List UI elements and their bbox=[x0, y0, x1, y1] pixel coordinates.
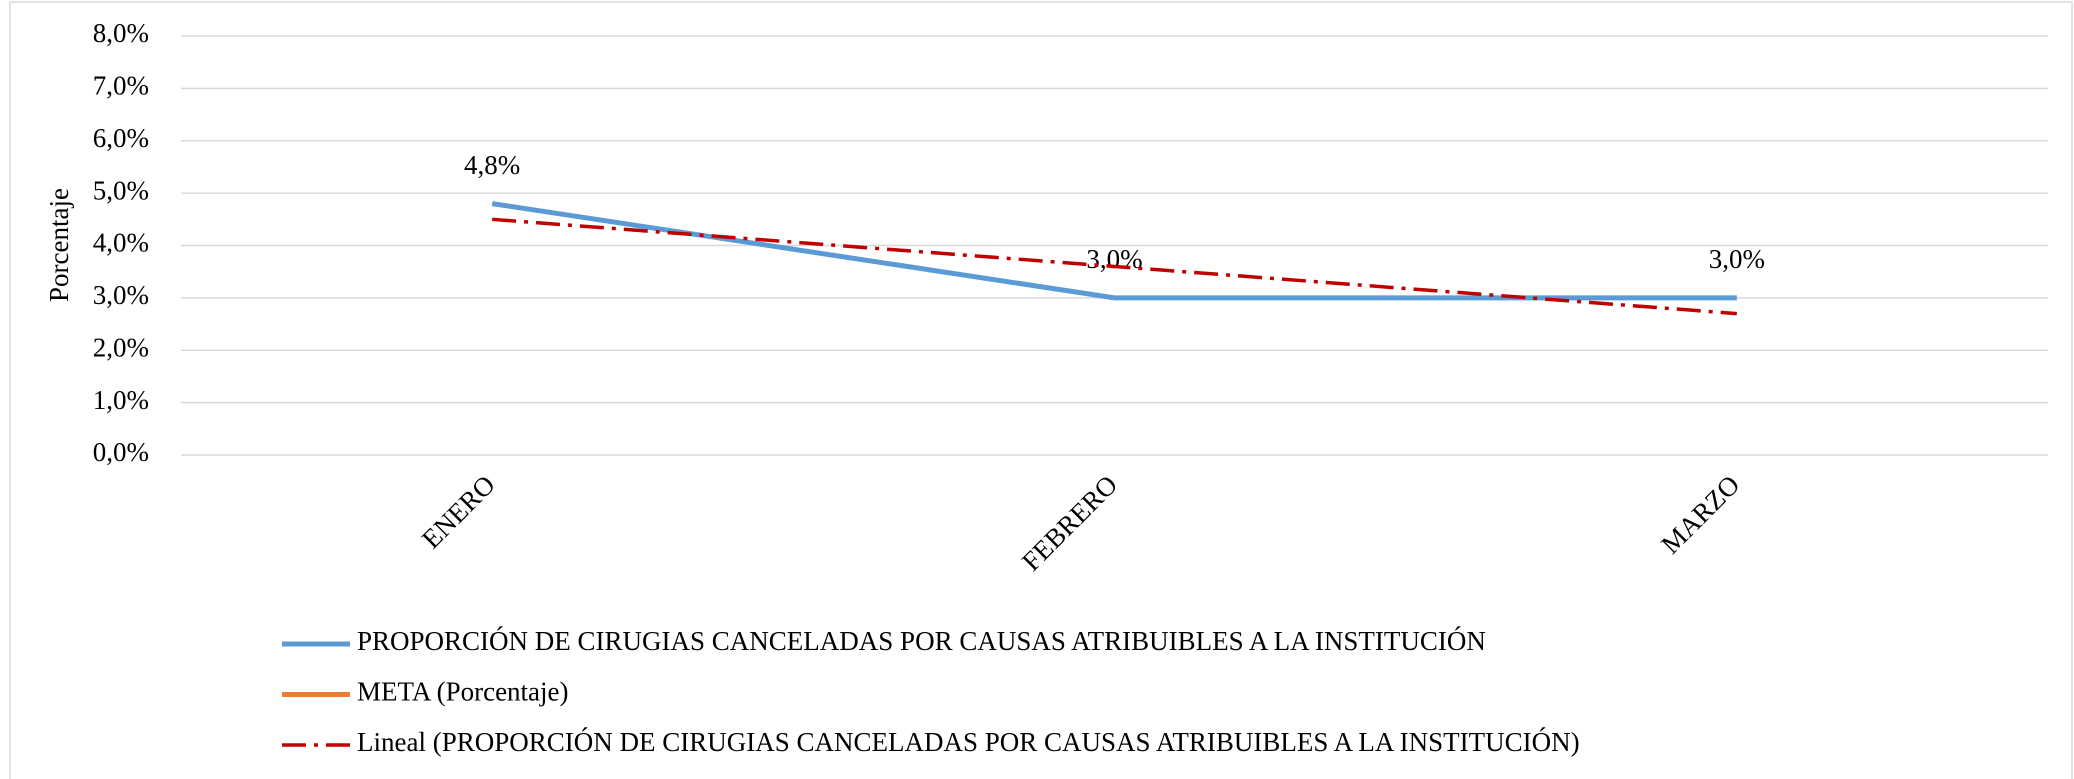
y-tick-label: 0,0% bbox=[93, 437, 149, 467]
y-tick-label: 4,0% bbox=[93, 228, 149, 258]
y-tick-label: 5,0% bbox=[93, 175, 149, 205]
y-tick-label: 6,0% bbox=[93, 123, 149, 153]
y-tick-label: 7,0% bbox=[93, 71, 149, 101]
x-tick-label: FEBRERO bbox=[1016, 469, 1123, 576]
trend-line bbox=[492, 217, 1737, 316]
y-tick-label: 3,0% bbox=[93, 280, 149, 310]
legend-label: META (Porcentaje) bbox=[357, 677, 569, 707]
x-tick-label: MARZO bbox=[1655, 469, 1745, 559]
y-tick-label: 2,0% bbox=[93, 332, 149, 362]
chart-frame bbox=[9, 1, 2073, 779]
y-tick-label: 8,0% bbox=[93, 18, 149, 48]
legend-label: PROPORCIÓN DE CIRUGIAS CANCELADAS POR CA… bbox=[357, 626, 1486, 656]
y-axis-label: Porcentaje bbox=[44, 188, 74, 302]
x-tick-label: ENERO bbox=[416, 469, 501, 554]
data-label: 3,0% bbox=[1709, 244, 1765, 274]
data-label: 3,0% bbox=[1086, 244, 1142, 274]
y-tick-label: 1,0% bbox=[93, 385, 149, 415]
legend-label: Lineal (PROPORCIÓN DE CIRUGIAS CANCELADA… bbox=[357, 727, 1580, 757]
data-label: 4,8% bbox=[464, 150, 520, 180]
